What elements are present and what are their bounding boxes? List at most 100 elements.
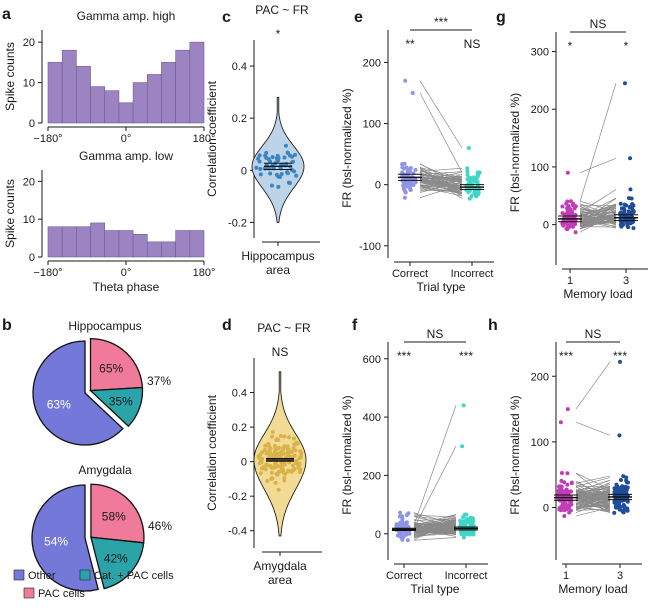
data-point — [622, 505, 627, 510]
data-point — [465, 516, 470, 521]
data-point — [559, 478, 564, 483]
paired-line — [419, 167, 463, 179]
data-point — [618, 478, 623, 483]
x-tick-label: Correct — [392, 268, 428, 280]
data-point — [285, 170, 290, 175]
data-point — [275, 437, 280, 442]
y-tick-label: 400 — [363, 412, 381, 424]
data-point — [622, 202, 627, 207]
data-point — [274, 454, 279, 459]
data-point — [622, 81, 627, 86]
paired-line — [575, 361, 611, 410]
data-point — [565, 170, 570, 175]
panel-letter-g: g — [496, 9, 506, 26]
y-tick-label: 300 — [531, 47, 549, 59]
data-point — [559, 505, 564, 510]
paired-line — [579, 83, 617, 202]
data-point — [568, 508, 573, 513]
data-point — [623, 489, 628, 494]
pie-label-pac: 58% — [102, 510, 126, 524]
histogram-bar — [175, 230, 191, 258]
data-point — [560, 204, 565, 209]
data-point — [270, 434, 275, 439]
data-point — [407, 185, 412, 190]
y-axis-label: FR (bsl-normalized %) — [508, 93, 522, 212]
x-tick-label: 0° — [121, 133, 132, 145]
paired-line — [579, 206, 617, 224]
paired-line — [419, 92, 463, 173]
data-point — [631, 226, 636, 231]
histogram-title: Gamma amp. high — [77, 9, 176, 23]
data-point — [297, 462, 302, 467]
histogram-bar — [104, 230, 120, 258]
panel-letter-d: d — [222, 317, 232, 334]
paired-line — [575, 491, 611, 499]
data-point — [276, 174, 281, 179]
pie-title: Hippocampus — [68, 319, 141, 333]
paired-line — [575, 486, 611, 501]
pie-slice-pac — [90, 483, 145, 544]
paired-line — [575, 503, 611, 508]
legend-label: Cat. + PAC cells — [94, 570, 174, 582]
data-point — [257, 153, 262, 158]
histogram-bar — [146, 74, 162, 124]
x-tick-label: 180° — [193, 267, 216, 279]
paired-line — [419, 177, 463, 191]
histogram-bar — [61, 49, 77, 124]
significance-label: * — [624, 39, 629, 53]
significance-label: NS — [272, 345, 289, 359]
data-point — [399, 522, 404, 527]
data-point — [279, 171, 284, 176]
data-point — [568, 199, 573, 204]
data-point — [466, 146, 471, 150]
data-point — [560, 489, 565, 494]
data-point — [400, 165, 405, 170]
y-tick-label: -100 — [359, 241, 381, 253]
panel-b: Hippocampus 63% 65% 35% 37% Amygdala 54% 58% 42%… — [31, 319, 172, 592]
data-point — [468, 179, 473, 184]
data-point — [625, 224, 630, 229]
paired-line — [419, 184, 463, 189]
data-point — [621, 222, 626, 227]
x-tick-label: Incorrect — [445, 570, 488, 582]
histogram-title: Gamma amp. low — [79, 149, 173, 163]
pie-label-cat-pac: 35% — [109, 395, 133, 409]
x-tick-label: Correct — [386, 570, 422, 582]
data-point — [565, 482, 570, 487]
data-point — [263, 467, 268, 472]
legend-swatch — [23, 587, 35, 599]
significance-label: *** — [397, 349, 411, 363]
data-point — [289, 449, 294, 454]
data-point — [612, 510, 617, 515]
panel-f: 0 200 400 600 FR (bsl-normalized %) Correct In… — [340, 327, 488, 596]
data-point — [413, 167, 418, 172]
data-point — [286, 468, 291, 473]
x-axis-label: area — [268, 573, 292, 587]
significance-label: ** — [405, 37, 415, 51]
histogram-bar — [175, 49, 191, 124]
data-point — [621, 486, 626, 491]
histogram-bar — [90, 222, 106, 258]
bracket-label: NS — [585, 327, 602, 341]
data-point — [399, 530, 404, 535]
x-axis-label: Memory load — [563, 287, 632, 301]
data-point — [268, 446, 273, 451]
data-point — [413, 180, 418, 185]
data-point — [279, 450, 284, 455]
data-point — [404, 165, 409, 170]
pie-label-other: 63% — [47, 397, 71, 411]
data-point — [473, 190, 478, 195]
data-point — [565, 407, 570, 412]
x-tick-label: −180° — [33, 133, 62, 145]
pie-slice-other — [32, 340, 124, 446]
data-point — [464, 531, 469, 536]
data-point — [292, 466, 297, 471]
x-tick-label: 3 — [617, 570, 623, 582]
data-point — [256, 156, 261, 161]
data-point — [296, 465, 301, 470]
y-tick-label: 10 — [23, 214, 35, 226]
panel-e: -100 0 100 200 FR (bsl-normalized %) Correct I… — [340, 15, 494, 294]
pie-title: Amygdala — [78, 463, 132, 477]
